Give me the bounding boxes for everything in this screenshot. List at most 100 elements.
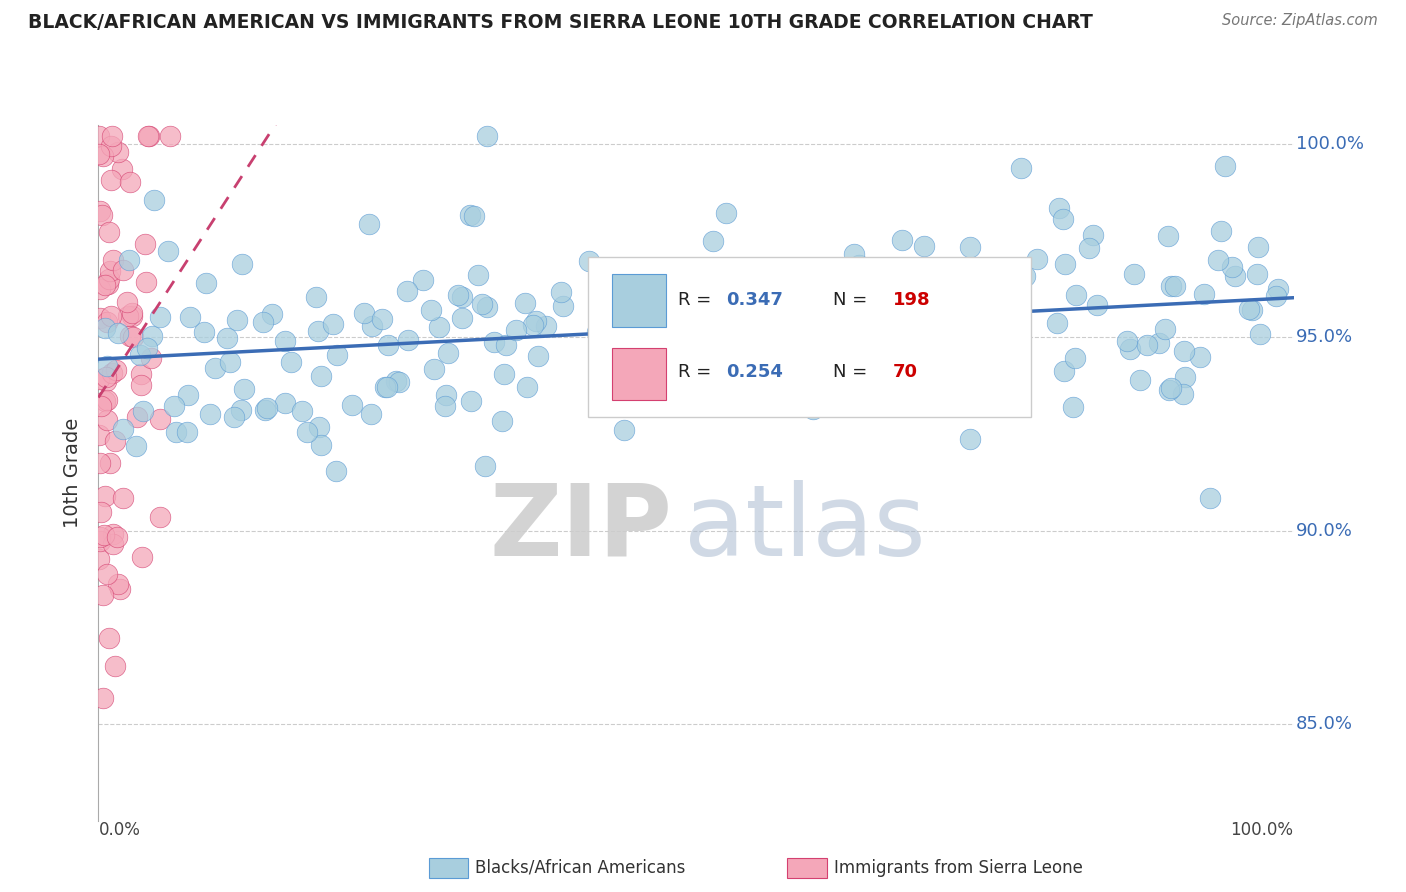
- Point: [131, 549, 153, 564]
- Point: [731, 314, 754, 328]
- Text: 198: 198: [893, 291, 931, 310]
- Point: [959, 240, 981, 254]
- Point: [959, 432, 981, 446]
- Point: [139, 351, 162, 365]
- Point: [1157, 229, 1180, 244]
- Point: [1052, 212, 1074, 227]
- Point: [735, 275, 758, 289]
- Point: [934, 268, 956, 283]
- Point: [91, 588, 114, 602]
- Point: [371, 311, 394, 326]
- Point: [460, 394, 482, 409]
- Point: [695, 260, 717, 275]
- Point: [758, 267, 780, 281]
- Point: [513, 296, 536, 310]
- Point: [101, 129, 124, 144]
- Point: [107, 577, 129, 591]
- Point: [120, 175, 142, 189]
- Point: [741, 318, 763, 332]
- Point: [1008, 378, 1031, 392]
- Point: [89, 456, 111, 470]
- Point: [96, 393, 118, 408]
- Point: [803, 303, 825, 318]
- Point: [471, 297, 494, 311]
- Point: [89, 282, 111, 296]
- Point: [932, 338, 955, 352]
- Point: [101, 366, 124, 380]
- Point: [463, 209, 485, 223]
- Point: [100, 173, 122, 187]
- Point: [793, 326, 815, 340]
- Point: [702, 235, 724, 249]
- Point: [711, 352, 734, 367]
- Point: [1160, 381, 1182, 395]
- Point: [1192, 287, 1215, 301]
- Point: [111, 161, 134, 176]
- Point: [138, 129, 160, 144]
- Point: [104, 363, 127, 377]
- Point: [1246, 267, 1268, 281]
- Point: [87, 147, 110, 161]
- Point: [91, 691, 114, 706]
- Point: [550, 285, 572, 299]
- Point: [104, 658, 127, 673]
- Text: BLACK/AFRICAN AMERICAN VS IMMIGRANTS FROM SIERRA LEONE 10TH GRADE CORRELATION CH: BLACK/AFRICAN AMERICAN VS IMMIGRANTS FRO…: [28, 13, 1092, 32]
- Point: [93, 528, 115, 542]
- Point: [112, 491, 135, 506]
- Point: [377, 338, 399, 352]
- Point: [714, 206, 737, 220]
- Text: 0.347: 0.347: [725, 291, 783, 310]
- Point: [1198, 491, 1220, 506]
- Point: [225, 313, 247, 327]
- Point: [198, 408, 221, 422]
- Point: [231, 257, 253, 271]
- Point: [100, 309, 122, 323]
- Point: [1249, 326, 1271, 341]
- Point: [149, 412, 172, 426]
- Point: [231, 403, 253, 417]
- Point: [121, 306, 143, 320]
- Point: [98, 225, 121, 239]
- Point: [1160, 279, 1182, 293]
- Point: [127, 409, 149, 424]
- Point: [295, 425, 318, 440]
- Point: [91, 208, 114, 222]
- Point: [107, 145, 129, 159]
- Point: [1222, 260, 1244, 275]
- Point: [94, 321, 117, 335]
- Point: [598, 371, 620, 385]
- Point: [360, 318, 382, 333]
- Point: [1062, 400, 1084, 414]
- Point: [217, 330, 239, 344]
- Point: [274, 396, 297, 410]
- Point: [396, 333, 419, 347]
- Point: [420, 303, 443, 318]
- Point: [93, 278, 115, 293]
- Point: [326, 348, 349, 362]
- Text: N =: N =: [834, 363, 873, 381]
- Point: [678, 346, 700, 360]
- Point: [98, 456, 121, 470]
- Point: [353, 306, 375, 320]
- Point: [682, 361, 704, 376]
- Point: [633, 311, 655, 326]
- Point: [832, 302, 855, 317]
- Point: [107, 326, 129, 340]
- Point: [707, 333, 730, 347]
- Point: [1189, 350, 1212, 364]
- Text: 0.0%: 0.0%: [98, 821, 141, 838]
- Text: 70: 70: [893, 363, 918, 381]
- Point: [1047, 201, 1070, 215]
- Point: [1241, 302, 1264, 317]
- Point: [527, 349, 550, 363]
- Point: [90, 399, 112, 413]
- Point: [1053, 257, 1076, 271]
- Point: [482, 335, 505, 350]
- Point: [491, 414, 513, 428]
- Point: [1025, 252, 1047, 266]
- Text: Immigrants from Sierra Leone: Immigrants from Sierra Leone: [834, 859, 1083, 877]
- Point: [603, 345, 626, 359]
- Point: [858, 376, 880, 390]
- Point: [142, 193, 165, 207]
- Point: [412, 273, 434, 287]
